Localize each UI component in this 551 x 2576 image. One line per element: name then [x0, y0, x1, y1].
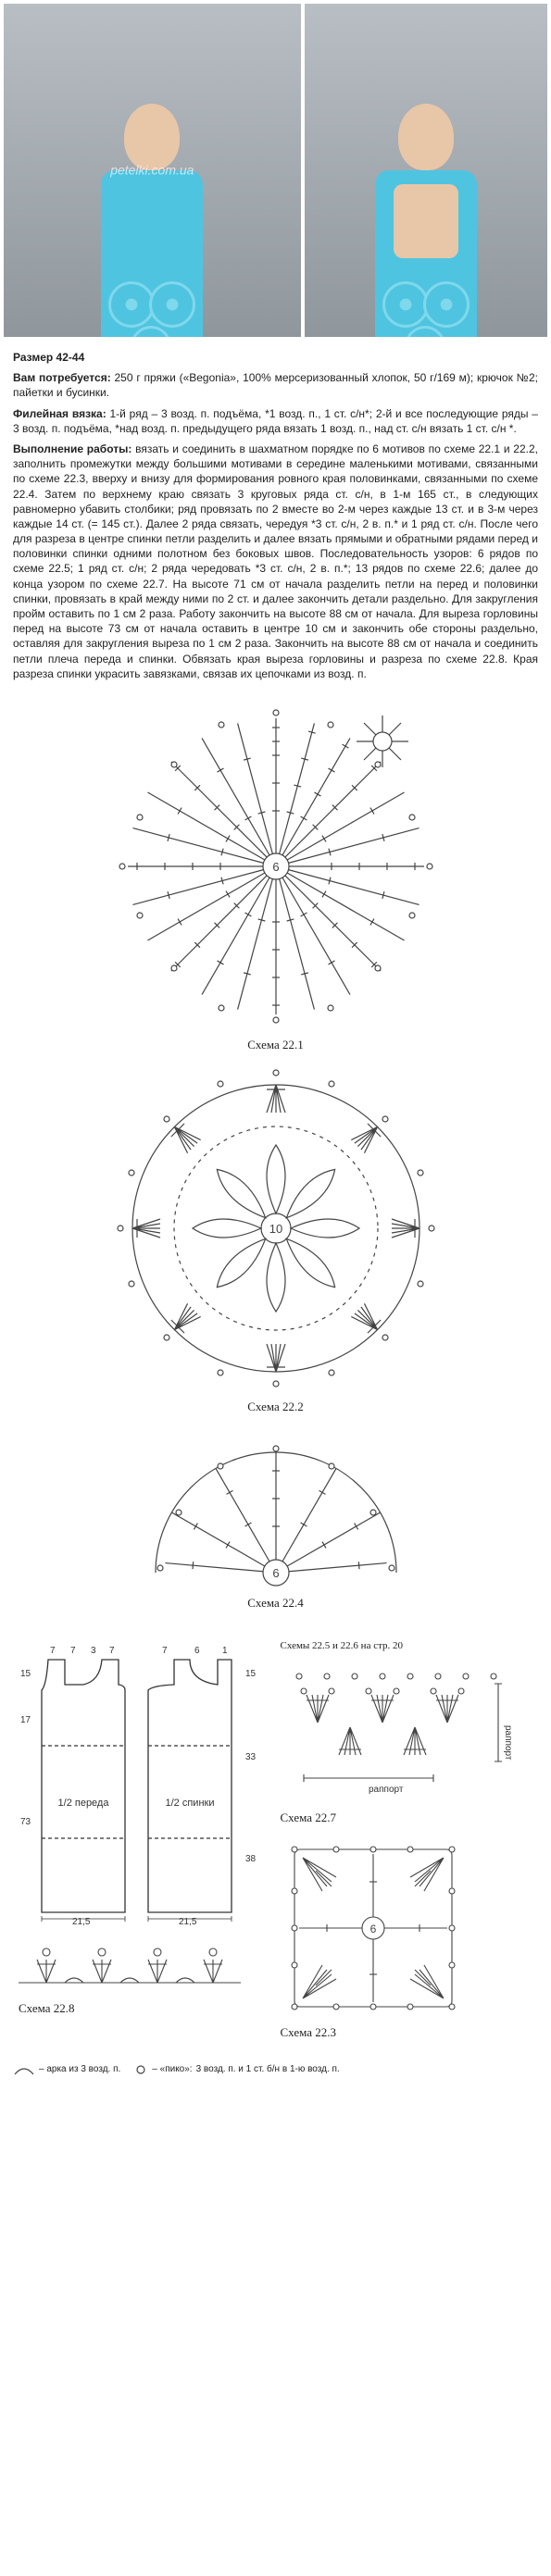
bottom-grid: 7 7 3 7 7 6 1 15 17 73 15 33 38 21,5 21,… — [0, 1630, 551, 2060]
filet-line: Филейная вязка: 1-й ряд – 3 возд. п. под… — [13, 406, 538, 436]
photo-back — [305, 4, 547, 337]
work-label: Выполнение работы: — [13, 442, 131, 455]
svg-text:10: 10 — [269, 1222, 282, 1236]
legend-pico-label: – «пико»: — [152, 2063, 192, 2076]
svg-text:6: 6 — [272, 860, 279, 874]
legend: – арка из 3 возд. п. – «пико»: 3 возд. п… — [0, 2060, 551, 2085]
schema-22-2-label: Схема 22.2 — [109, 1399, 443, 1415]
svg-text:1: 1 — [222, 1646, 228, 1656]
svg-text:7: 7 — [50, 1646, 56, 1656]
svg-text:21,5: 21,5 — [72, 1917, 91, 1926]
svg-text:6: 6 — [194, 1646, 200, 1656]
svg-text:7: 7 — [109, 1646, 115, 1656]
svg-text:раппорт: раппорт — [503, 1725, 513, 1761]
pattern-text: Размер 42-44 Вам потребуется: 250 г пряж… — [0, 341, 551, 691]
svg-text:21,5: 21,5 — [179, 1917, 197, 1926]
materials-label: Вам потребуется: — [13, 371, 111, 384]
svg-text:15: 15 — [245, 1669, 257, 1679]
photo-front: petelki.com.ua — [4, 4, 301, 337]
schema-22-3-label: Схема 22.3 — [281, 2024, 543, 2041]
schema-22-2: 10 — [109, 1062, 443, 1415]
svg-text:6: 6 — [369, 1923, 376, 1935]
size-line: Размер 42-44 — [13, 350, 538, 365]
svg-text:6: 6 — [272, 1566, 279, 1580]
filet-label: Филейная вязка: — [13, 407, 106, 420]
schema-22-1: 6 — [109, 700, 443, 1053]
right-schemas: Схемы 22.5 и 22.6 на стр. 20 — [281, 1639, 543, 2041]
diagram-area: 6 — [0, 691, 551, 1630]
work-line: Выполнение работы: вязать и соединить в … — [13, 442, 538, 681]
work-text: вязать и соединить в шахматном порядке п… — [13, 442, 538, 680]
svg-text:7: 7 — [70, 1646, 76, 1656]
svg-text:15: 15 — [20, 1669, 31, 1679]
svg-text:33: 33 — [245, 1752, 257, 1762]
schema-22-8-label: Схема 22.8 — [19, 2000, 271, 2017]
svg-text:1/2 переда: 1/2 переда — [58, 1798, 110, 1809]
materials-line: Вам потребуется: 250 г пряжи («Begonia»,… — [13, 370, 538, 400]
legend-pico-text: 3 возд. п. и 1 ст. б/н в 1-ю возд. п. — [196, 2063, 340, 2076]
photo-row: petelki.com.ua — [0, 0, 551, 341]
schema-22-4-label: Схема 22.4 — [137, 1595, 415, 1612]
svg-text:раппорт: раппорт — [369, 1785, 404, 1795]
legend-arc: – арка из 3 возд. п. — [39, 2063, 120, 2076]
svg-text:17: 17 — [20, 1715, 31, 1725]
schemas-225-226-note: Схемы 22.5 и 22.6 на стр. 20 — [281, 1639, 543, 1653]
schema-22-1-label: Схема 22.1 — [109, 1037, 443, 1053]
svg-text:3: 3 — [91, 1646, 96, 1656]
svg-text:73: 73 — [20, 1817, 31, 1827]
garment-diagram: 7 7 3 7 7 6 1 15 17 73 15 33 38 21,5 21,… — [9, 1639, 271, 2017]
svg-text:38: 38 — [245, 1854, 257, 1864]
watermark: petelki.com.ua — [110, 162, 194, 180]
schema-22-7-label: Схема 22.7 — [281, 1810, 543, 1826]
schema-22-4: 6 Схема 22.4 — [137, 1425, 415, 1612]
svg-text:7: 7 — [162, 1646, 168, 1656]
svg-text:1/2 спинки: 1/2 спинки — [166, 1798, 215, 1809]
